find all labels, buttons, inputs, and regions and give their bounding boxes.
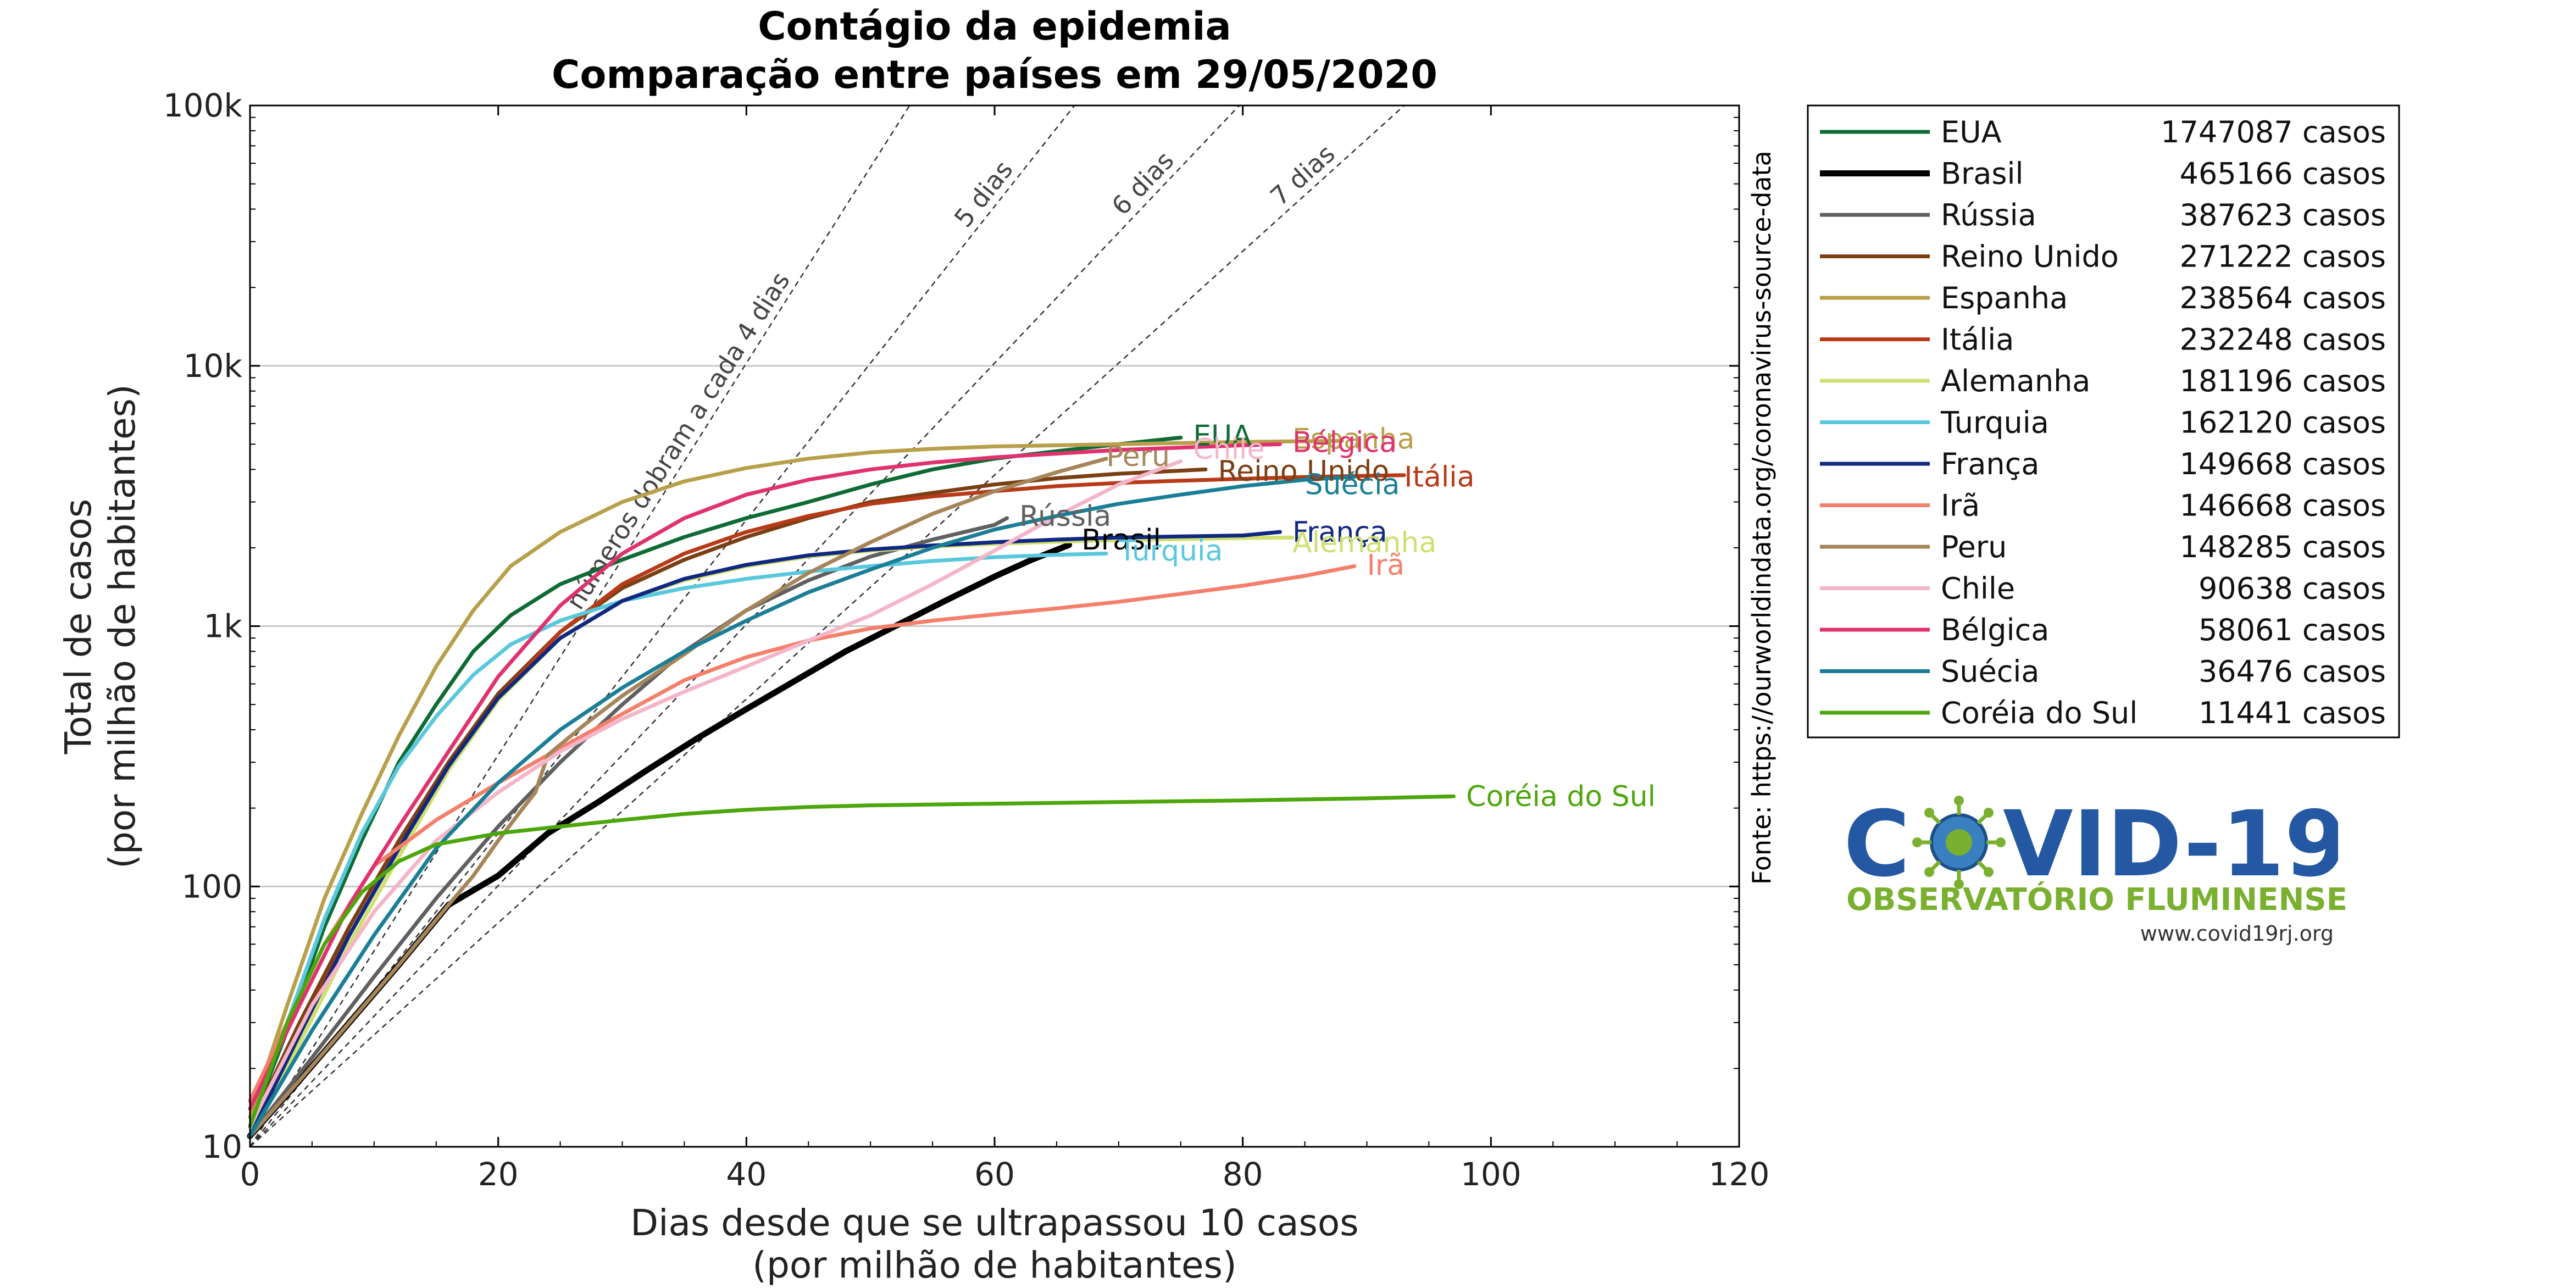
series-end-label: Rússia xyxy=(1019,500,1111,533)
series-end-label: EUA xyxy=(1193,420,1252,453)
series-line xyxy=(248,467,1208,1128)
legend-name: Rússia xyxy=(1941,198,2036,232)
series-end-label: Bélgica xyxy=(1292,426,1397,459)
virus-icon xyxy=(1912,796,2006,889)
legend-count: 181196 casos xyxy=(2180,364,2386,398)
series-line xyxy=(248,794,1456,1128)
series-line xyxy=(248,457,1108,1138)
legend-count: 465166 casos xyxy=(2180,157,2386,191)
series-line xyxy=(248,475,1357,1138)
doubling-line xyxy=(249,105,1075,1147)
y-tick-label: 10k xyxy=(184,347,243,385)
covid-logo: COVID-19 C VID-19 OBSERVATÓRIO FLUMINENS… xyxy=(1844,794,2347,953)
series-end-label: França xyxy=(1292,516,1387,549)
series-end-label: Turquia xyxy=(1118,535,1223,568)
y-tick-label: 1k xyxy=(204,608,243,645)
legend-name: Itália xyxy=(1941,323,2014,357)
chart-titles: Contágio da epidemia Comparação entre pa… xyxy=(552,4,1437,97)
series-line xyxy=(248,564,1357,1103)
series-line xyxy=(248,516,1009,1138)
axis-ticks: 0 20 40 60 80 100 120 10 100 1k 10k 100k xyxy=(163,87,1770,1193)
legend-count: 232248 casos xyxy=(2180,323,2386,357)
series-end-label: Reino Unido xyxy=(1218,455,1390,488)
series-end-label: Chile xyxy=(1193,433,1264,466)
series-line xyxy=(248,459,1183,1128)
source-label: Fonte: https://ourworldindata.org/corona… xyxy=(1747,151,1776,885)
series-end-label: Brasil xyxy=(1081,524,1161,557)
x-tick-label: 40 xyxy=(726,1156,767,1193)
series-end-label: Peru xyxy=(1106,440,1170,473)
x-axis-label: Dias desde que se ultrapassou 10 casos xyxy=(630,1202,1358,1244)
series-end-label: Coréia do Sul xyxy=(1466,780,1656,813)
legend-name: Alemanha xyxy=(1941,364,2090,398)
series-line xyxy=(248,442,1282,1111)
legend: EUA 1747087 casos Brasil 465166 casos Rússia… xyxy=(1807,104,2400,739)
series-end-label: Alemanha xyxy=(1292,526,1436,559)
logo-letter-c: C xyxy=(1844,794,1910,890)
legend-name: Espanha xyxy=(1941,281,2068,315)
logo-url: www.covid19rj.org xyxy=(2140,921,2334,946)
logo-art: C VID-19 xyxy=(1844,794,2338,890)
legend-count: 148285 casos xyxy=(2180,530,2386,564)
chart-subtitle: Comparação entre países em 29/05/2020 xyxy=(552,52,1437,97)
legend-name: França xyxy=(1941,447,2039,481)
legend-name: Coréia do Sul xyxy=(1941,696,2138,730)
legend-count: 238564 casos xyxy=(2180,281,2386,315)
legend-count: 1747087 casos xyxy=(2161,115,2386,149)
doubling-line-label: 7 dias xyxy=(1264,138,1341,212)
legend-count: 271222 casos xyxy=(2180,240,2386,274)
series-lines xyxy=(247,435,1456,1139)
logo-letters-vid19: VID-19 xyxy=(2003,794,2338,890)
legend-count: 58061 casos xyxy=(2199,613,2386,647)
legend-name: Brasil xyxy=(1941,157,2023,191)
x-tick-label: 60 xyxy=(974,1156,1015,1193)
series-end-label: Irã xyxy=(1367,549,1405,582)
series-line xyxy=(248,438,1344,1119)
doubling-line-label: 6 dias xyxy=(1106,146,1180,221)
legend-count: 90638 casos xyxy=(2199,571,2386,606)
legend-count: 149668 casos xyxy=(2180,447,2386,481)
series-line xyxy=(247,542,1072,1139)
x-axis-label-units: (por milhão de habitantes) xyxy=(752,1244,1237,1286)
series-end-label: Itália xyxy=(1404,461,1474,494)
legend-name: Bélgica xyxy=(1941,613,2049,647)
x-tick-label: 0 xyxy=(240,1156,260,1193)
legend-name: Reino Unido xyxy=(1941,240,2119,274)
legend-name: Turquia xyxy=(1940,406,2049,440)
x-tick-label: 80 xyxy=(1223,1156,1263,1193)
series-end-label: Suécia xyxy=(1305,469,1400,502)
x-tick-label: 20 xyxy=(478,1156,519,1193)
x-tick-label: 100 xyxy=(1461,1156,1522,1193)
doubling-line xyxy=(249,105,1405,1147)
legend-name: EUA xyxy=(1941,115,2002,149)
legend-count: 36476 casos xyxy=(2199,654,2386,689)
axis-labels: Dias desde que se ultrapassou 10 casos (… xyxy=(57,151,1776,1286)
legend-count: 162120 casos xyxy=(2180,406,2386,440)
y-tick-label: 100k xyxy=(163,87,243,124)
logo-subtitle: OBSERVATÓRIO FLUMINENSE xyxy=(1846,882,2347,918)
legend-name: Chile xyxy=(1941,571,2015,606)
x-tick-label: 120 xyxy=(1709,1156,1770,1193)
legend-count: 146668 casos xyxy=(2180,488,2386,523)
doubling-line xyxy=(249,105,1240,1147)
series-line xyxy=(248,551,1108,1128)
y-axis-label: Total de casos xyxy=(57,499,99,754)
legend-name: Suécia xyxy=(1941,654,2040,689)
y-tick-label: 100 xyxy=(181,868,242,905)
chart-title: Contágio da epidemia xyxy=(758,4,1231,49)
legend-count: 11441 casos xyxy=(2199,696,2386,730)
y-axis-label-units: (por milhão de habitantes) xyxy=(101,384,143,869)
y-tick-label: 10 xyxy=(202,1128,242,1165)
legend-count: 387623 casos xyxy=(2180,198,2386,232)
legend-name: Peru xyxy=(1941,530,2007,564)
series-end-label: Espanha xyxy=(1292,423,1415,456)
legend-name: Irã xyxy=(1941,488,1980,523)
